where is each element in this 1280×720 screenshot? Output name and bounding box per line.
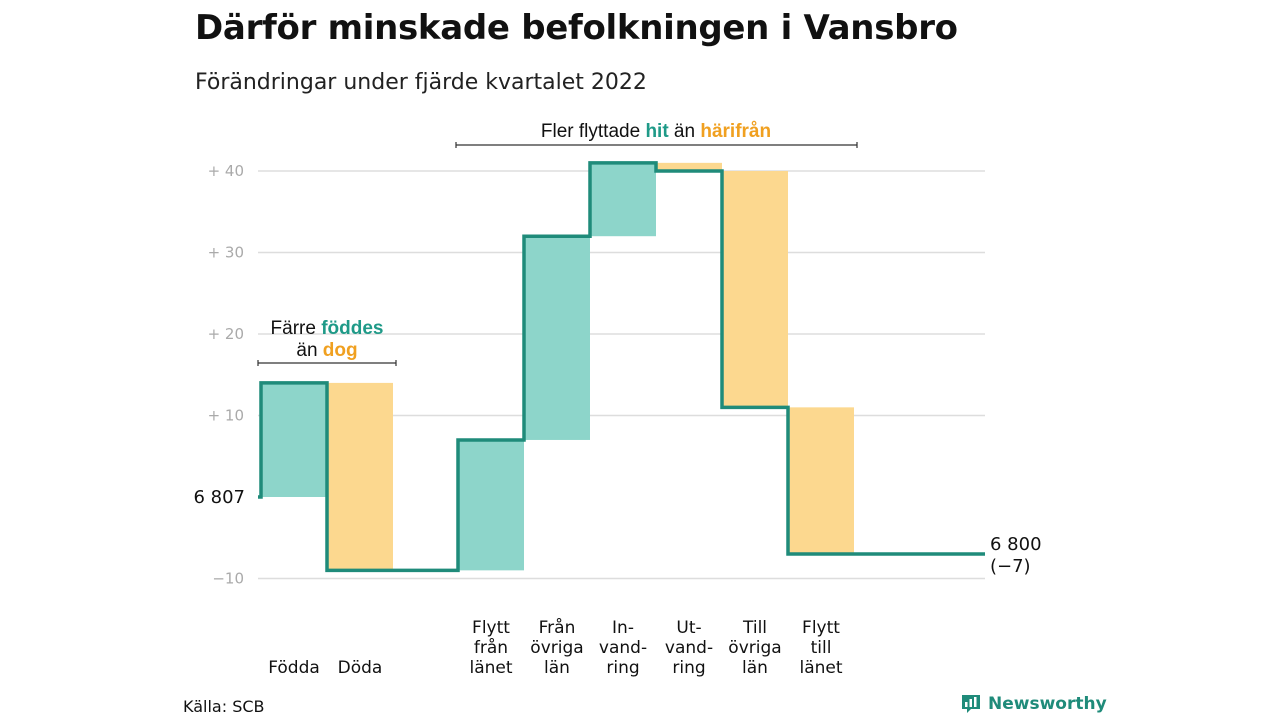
category-label-6-1: övriga bbox=[728, 638, 781, 658]
migration-annotation-line1-part-3: härifrån bbox=[700, 121, 771, 142]
category-label-1-0: Döda bbox=[338, 658, 383, 678]
start-value-label: 6 807 bbox=[193, 487, 245, 508]
births-annotation-line1-part-1: föddes bbox=[321, 318, 383, 339]
y-tick-label-2: + 20 bbox=[208, 325, 244, 343]
migration-annotation-bracket bbox=[455, 142, 858, 148]
category-label-2-1: från bbox=[474, 637, 508, 658]
migration-annotation-line1-part-2: än bbox=[669, 121, 701, 142]
logo-text: Newsworthy bbox=[988, 694, 1107, 714]
category-label-3-0: Från bbox=[539, 617, 576, 638]
bar-1 bbox=[327, 382, 393, 571]
y-tick-label-1: + 30 bbox=[208, 244, 244, 262]
category-label-7-0: Flytt bbox=[802, 618, 840, 638]
newsworthy-logo: Newsworthy bbox=[960, 693, 1107, 715]
births-annotation-line2-part-1: dog bbox=[323, 340, 358, 361]
category-label-3-1: övriga bbox=[530, 638, 583, 658]
category-label-7-2: länet bbox=[799, 658, 842, 678]
migration-annotation-line1-part-0: Fler flyttade bbox=[541, 121, 646, 142]
bar-chart-logo-icon bbox=[962, 695, 980, 713]
category-label-5-1: vand- bbox=[665, 638, 713, 658]
births-annotation-line1: Färre föddes bbox=[271, 318, 384, 339]
bar-5 bbox=[656, 162, 722, 171]
category-label-6-0: Till bbox=[742, 618, 767, 638]
y-tick-label-3: + 10 bbox=[208, 407, 244, 425]
bar-3 bbox=[524, 236, 590, 440]
category-label-6-2: län bbox=[742, 658, 768, 678]
bar-6 bbox=[722, 171, 788, 408]
category-label-4-2: ring bbox=[606, 658, 639, 678]
y-tick-label-0: + 40 bbox=[208, 162, 244, 180]
category-label-7-1: till bbox=[811, 638, 832, 658]
bar-4 bbox=[590, 162, 656, 237]
category-label-4-0: In- bbox=[612, 618, 634, 638]
chart-title: Därför minskade befolkningen i Vansbro bbox=[195, 8, 958, 48]
bar-7 bbox=[788, 407, 854, 555]
category-label-2-0: Flytt bbox=[472, 618, 510, 638]
category-label-2-2: länet bbox=[469, 658, 512, 678]
category-label-5-0: Ut- bbox=[676, 618, 701, 638]
births-annotation-line2-part-0: än bbox=[296, 340, 322, 361]
category-label-4-1: vand- bbox=[599, 638, 647, 658]
births-annotation-bracket bbox=[257, 360, 397, 366]
bar-2 bbox=[458, 439, 524, 571]
category-label-5-2: ring bbox=[672, 658, 705, 678]
cumulative-step-line bbox=[258, 161, 985, 573]
chart-subtitle: Förändringar under fjärde kvartalet 2022 bbox=[195, 70, 647, 95]
source-note: Källa: SCB bbox=[183, 697, 265, 716]
end-change-label: (−7) bbox=[990, 556, 1031, 577]
births-annotation-line2: än dog bbox=[296, 340, 357, 361]
category-label-3-2: län bbox=[544, 658, 570, 678]
end-value-label: 6 800 bbox=[990, 534, 1042, 555]
bar-0 bbox=[261, 382, 327, 497]
category-label-0-0: Födda bbox=[268, 658, 320, 678]
y-tick-label-4: −10 bbox=[212, 570, 244, 588]
births-annotation-line1-part-0: Färre bbox=[271, 318, 322, 339]
migration-annotation-line1: Fler flyttade hit än härifrån bbox=[541, 121, 771, 142]
migration-annotation-line1-part-1: hit bbox=[645, 121, 669, 142]
